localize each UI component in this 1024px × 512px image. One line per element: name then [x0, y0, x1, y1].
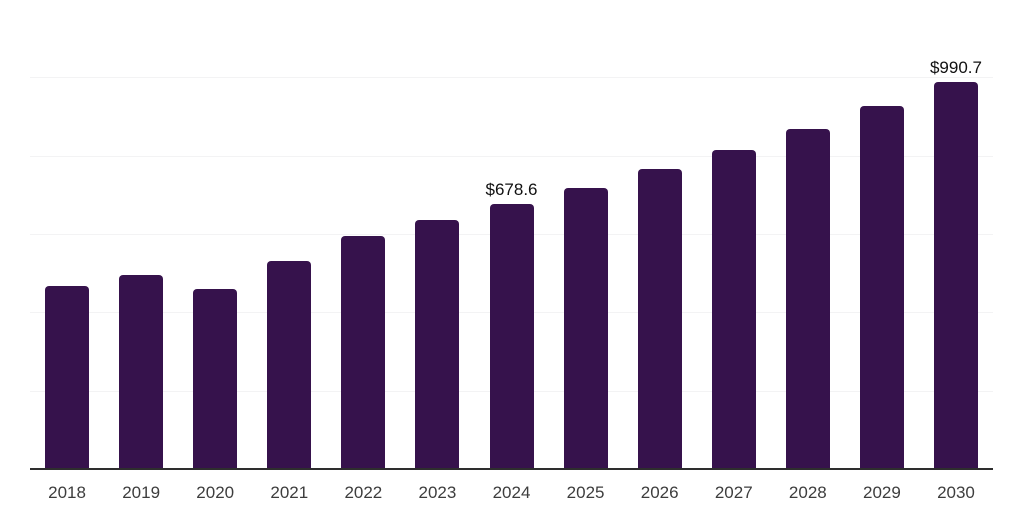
x-axis-tick-labels: 2018 2019 2020 2021 2022 2023 2024 2025 2026 2027… — [30, 483, 993, 503]
x-tick-label-2019: 2019 — [122, 483, 161, 502]
x-axis-line — [30, 468, 993, 470]
bar-value-label-2024: $678.6 — [485, 180, 538, 200]
bar-2018[interactable] — [45, 285, 90, 470]
bar-2022[interactable] — [341, 236, 386, 470]
x-tick-label-2028: 2028 — [788, 483, 827, 502]
x-tick-label-2021: 2021 — [270, 483, 309, 502]
x-tick-label-2020: 2020 — [196, 483, 235, 502]
bar-2020[interactable] — [193, 289, 238, 470]
gridline-800 — [30, 155, 993, 157]
bar-2029[interactable] — [859, 106, 904, 470]
x-tick-label-2023: 2023 — [418, 483, 457, 502]
x-tick-label-2029: 2029 — [862, 483, 901, 502]
bar-2027[interactable] — [711, 149, 756, 470]
bar-2023[interactable] — [415, 219, 460, 470]
bar-2021[interactable] — [267, 261, 312, 470]
x-tick-label-2030: 2030 — [937, 483, 975, 502]
bar-2030[interactable] — [933, 81, 978, 470]
gridline-1000 — [30, 77, 993, 79]
bar-2024[interactable] — [489, 204, 534, 470]
bar-2028[interactable] — [785, 128, 830, 470]
x-tick-label-2027: 2027 — [714, 483, 753, 502]
x-tick-label-2022: 2022 — [344, 483, 383, 502]
bar-2019[interactable] — [119, 274, 164, 470]
x-tick-label-2025: 2025 — [566, 483, 605, 502]
x-tick-label-2024: 2024 — [492, 483, 531, 502]
x-tick-label-2018: 2018 — [48, 483, 86, 502]
bar-2025[interactable] — [563, 187, 608, 470]
bar-value-label-2030: $990.7 — [929, 57, 982, 77]
x-tick-label-2026: 2026 — [640, 483, 679, 502]
bar-2026[interactable] — [637, 169, 682, 470]
plot-area: $678.6 $990.7 — [30, 0, 993, 470]
